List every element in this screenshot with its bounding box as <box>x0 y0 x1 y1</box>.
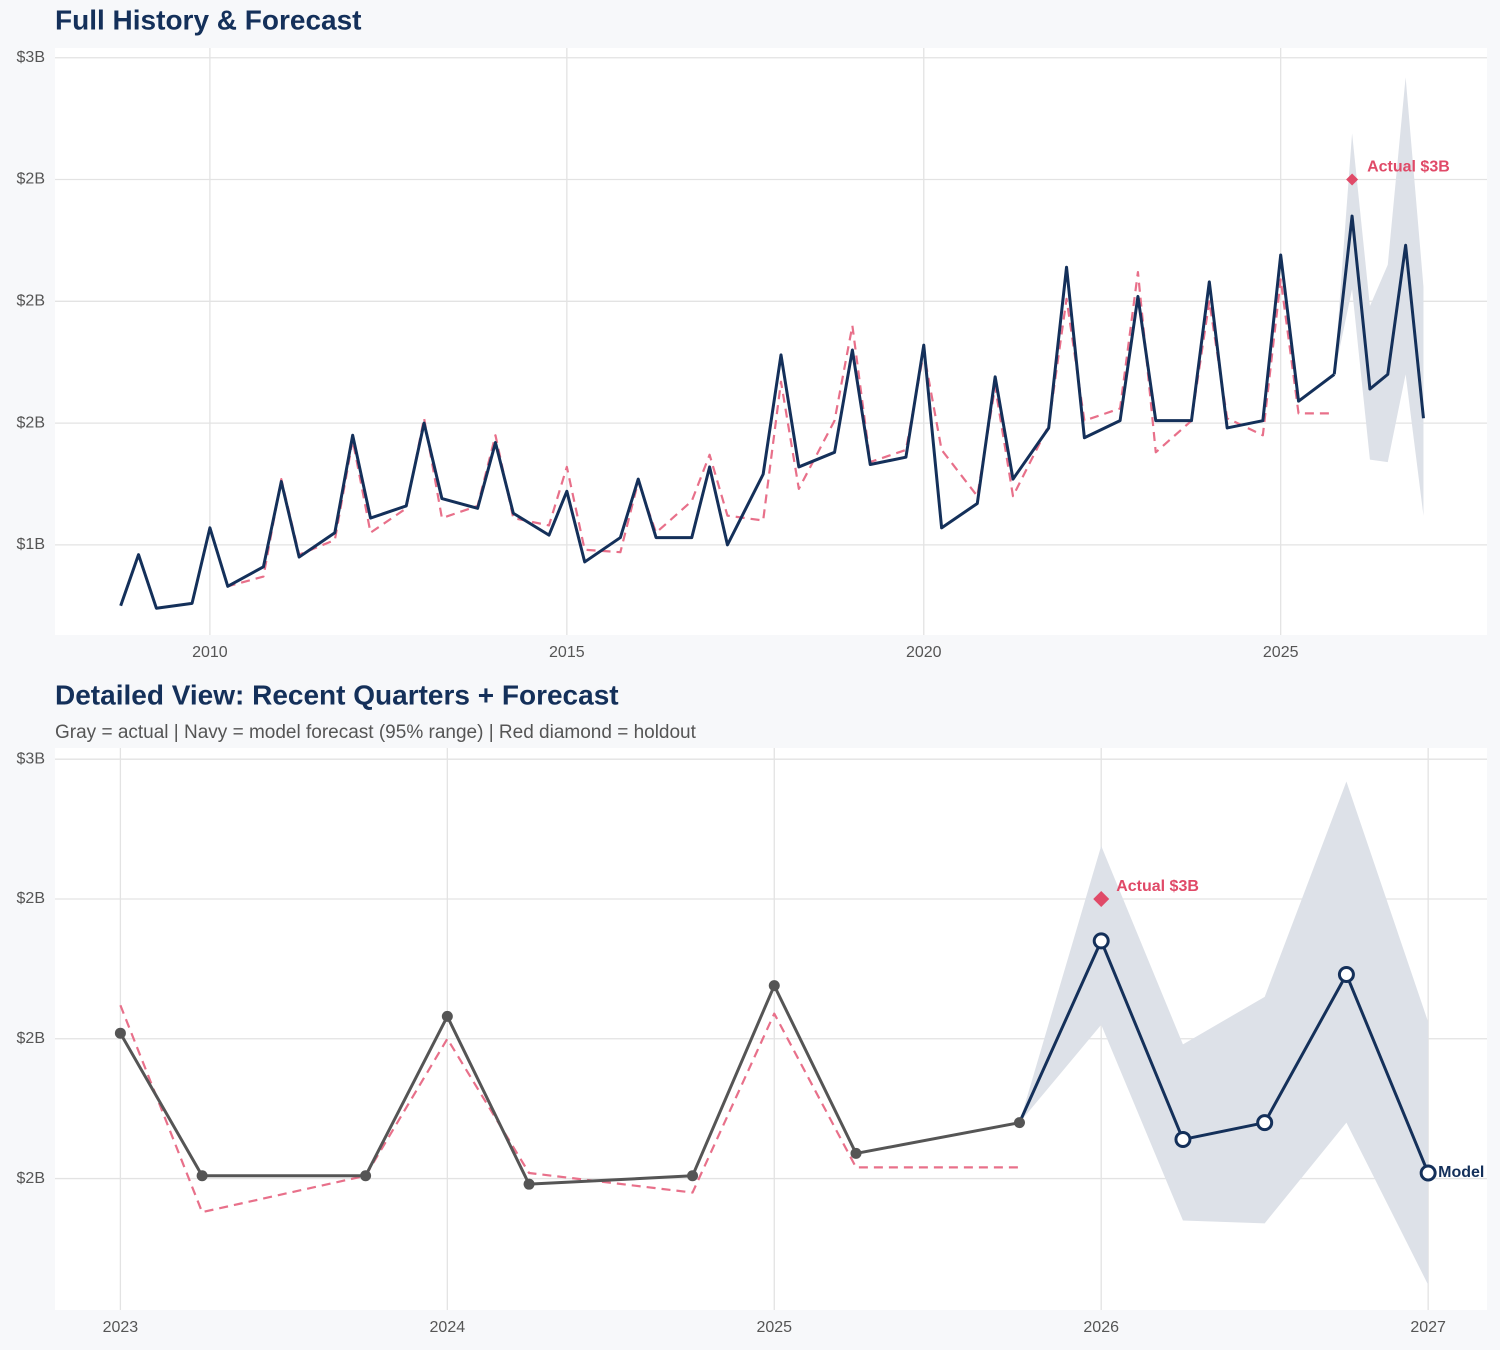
x-tick-label: 2010 <box>192 644 228 661</box>
x-tick-label: 2024 <box>430 1319 466 1336</box>
holdout-label: Actual $3B <box>1116 878 1199 895</box>
actual-point <box>1013 1117 1025 1129</box>
forecast-line <box>1018 939 1430 1174</box>
x-tick-label: 2027 <box>1410 1319 1446 1336</box>
forecast-point <box>1174 1130 1192 1148</box>
actual-line <box>119 253 1336 610</box>
y-tick-label: $2B <box>17 293 45 310</box>
actual-point <box>441 1010 453 1022</box>
chart-title: Detailed View: Recent Quarters + Forecas… <box>55 679 619 710</box>
chart-title: Full History & Forecast <box>55 4 362 35</box>
y-tick-label: $2B <box>17 890 45 907</box>
confidence-band <box>1334 77 1424 516</box>
forecast-point <box>1419 1164 1437 1182</box>
fitted-line <box>119 1004 1020 1214</box>
actual-point <box>850 1147 862 1159</box>
fitted-line <box>208 270 1335 588</box>
x-tick-label: 2023 <box>103 1319 139 1336</box>
x-tick-label: 2025 <box>1263 644 1299 661</box>
actual-point <box>196 1170 208 1182</box>
chart-subtitle: Gray = actual | Navy = model forecast (9… <box>55 722 697 743</box>
y-tick-label: $2B <box>17 171 45 188</box>
holdout-marker <box>1093 890 1110 907</box>
y-tick-label: $1B <box>17 536 45 553</box>
actual-point <box>114 1027 126 1039</box>
x-tick-label: 2025 <box>756 1319 792 1336</box>
y-tick-label: $2B <box>17 1170 45 1187</box>
actual-point <box>360 1170 372 1182</box>
x-tick-label: 2026 <box>1083 1319 1119 1336</box>
y-tick-label: $3B <box>17 750 45 767</box>
forecast-point <box>1337 965 1355 983</box>
y-tick-label: $2B <box>17 414 45 431</box>
end-label: Model <box>1438 1164 1484 1181</box>
actual-point <box>768 980 780 992</box>
holdout-marker <box>1346 173 1359 186</box>
holdout-label: Actual $3B <box>1367 159 1450 176</box>
x-tick-label: 2015 <box>549 644 585 661</box>
forecast-point <box>1092 932 1110 950</box>
y-tick-label: $2B <box>17 1030 45 1047</box>
x-tick-label: 2020 <box>906 644 942 661</box>
forecast-line <box>1332 214 1425 419</box>
actual-point <box>687 1170 699 1182</box>
confidence-band <box>1019 781 1429 1285</box>
y-tick-label: $3B <box>17 49 45 66</box>
forecast-point <box>1256 1114 1274 1132</box>
actual-point <box>523 1178 535 1190</box>
